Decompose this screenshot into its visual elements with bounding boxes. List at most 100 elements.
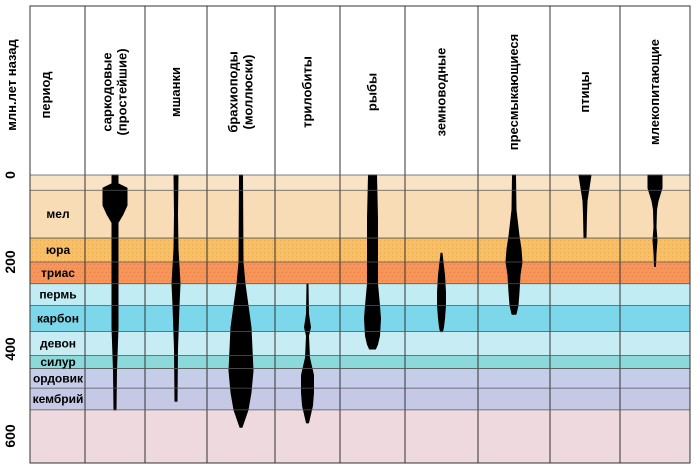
band-texture-dot bbox=[322, 264, 323, 265]
band-texture-dot bbox=[76, 256, 77, 258]
band-texture-dot bbox=[196, 240, 197, 242]
band-texture-dot bbox=[592, 256, 593, 258]
band-texture-dot bbox=[664, 268, 665, 269]
band-texture-dot bbox=[644, 276, 645, 277]
band-texture-dot bbox=[198, 280, 199, 281]
band-texture-dot bbox=[272, 260, 273, 262]
band-texture-dot bbox=[150, 280, 151, 281]
period-header: период bbox=[38, 71, 53, 119]
band-texture-dot bbox=[232, 256, 233, 258]
header-background bbox=[30, 6, 690, 175]
band-texture-dot bbox=[220, 256, 221, 258]
band-texture-dot bbox=[596, 256, 597, 258]
band-texture-dot bbox=[624, 268, 625, 269]
band-texture-dot bbox=[184, 268, 185, 269]
band-texture-dot bbox=[314, 280, 315, 281]
column-header: птицы bbox=[577, 71, 592, 112]
band-texture-dot bbox=[596, 268, 597, 269]
band-texture-dot bbox=[492, 256, 493, 258]
band-texture-dot bbox=[244, 248, 245, 250]
band-texture-dot bbox=[236, 244, 237, 246]
band-texture-dot bbox=[618, 264, 619, 265]
band-texture-dot bbox=[624, 240, 625, 242]
band-texture-dot bbox=[208, 268, 209, 269]
band-texture-dot bbox=[400, 268, 401, 269]
band-texture-dot bbox=[336, 276, 337, 277]
band-texture-dot bbox=[280, 248, 281, 250]
band-texture-dot bbox=[180, 276, 181, 277]
band-texture-dot bbox=[48, 260, 49, 262]
band-texture-dot bbox=[360, 260, 361, 262]
band-texture-dot bbox=[490, 264, 491, 265]
band-texture-dot bbox=[310, 272, 311, 273]
band-texture-dot bbox=[666, 280, 667, 281]
band-texture-dot bbox=[124, 268, 125, 269]
band-texture-dot bbox=[156, 260, 157, 262]
band-texture-dot bbox=[130, 280, 131, 281]
band-texture-dot bbox=[52, 252, 53, 254]
band-texture-dot bbox=[302, 280, 303, 281]
band-texture-dot bbox=[186, 280, 187, 281]
band-texture-dot bbox=[252, 268, 253, 269]
band-texture-dot bbox=[288, 240, 289, 242]
band-texture-dot bbox=[312, 256, 313, 258]
band-texture-dot bbox=[32, 240, 33, 242]
band-texture-dot bbox=[158, 280, 159, 281]
band-texture-dot bbox=[502, 264, 503, 265]
band-texture-dot bbox=[44, 244, 45, 246]
band-texture-dot bbox=[632, 240, 633, 242]
band-texture-dot bbox=[426, 272, 427, 273]
band-texture-dot bbox=[608, 256, 609, 258]
band-texture-dot bbox=[308, 240, 309, 242]
band-texture-dot bbox=[96, 248, 97, 250]
band-texture-dot bbox=[284, 256, 285, 258]
band-texture-dot bbox=[428, 248, 429, 250]
band-texture-dot bbox=[678, 280, 679, 281]
band-texture-dot bbox=[564, 240, 565, 242]
band-texture-dot bbox=[560, 244, 561, 246]
band-texture-dot bbox=[388, 268, 389, 269]
band-texture-dot bbox=[424, 260, 425, 262]
band-texture-dot bbox=[420, 240, 421, 242]
band-texture-dot bbox=[262, 272, 263, 273]
band-texture-dot bbox=[378, 272, 379, 273]
band-texture-dot bbox=[636, 256, 637, 258]
band-texture-dot bbox=[360, 248, 361, 250]
band-texture-dot bbox=[186, 272, 187, 273]
band-texture-dot bbox=[680, 244, 681, 246]
band-texture-dot bbox=[188, 244, 189, 246]
band-texture-dot bbox=[496, 256, 497, 258]
band-texture-dot bbox=[468, 252, 469, 254]
band-texture-dot bbox=[686, 272, 687, 273]
band-texture-dot bbox=[460, 276, 461, 277]
band-texture-dot bbox=[52, 256, 53, 258]
band-texture-dot bbox=[56, 276, 57, 277]
band-texture-dot bbox=[364, 248, 365, 250]
band-texture-dot bbox=[104, 260, 105, 262]
band-texture-dot bbox=[154, 280, 155, 281]
band-texture-dot bbox=[378, 280, 379, 281]
band-texture-dot bbox=[336, 244, 337, 246]
band-texture-dot bbox=[276, 276, 277, 277]
band-texture-dot bbox=[562, 272, 563, 273]
band-texture-dot bbox=[90, 264, 91, 265]
band-texture-dot bbox=[158, 272, 159, 273]
band-texture-dot bbox=[324, 256, 325, 258]
band-texture-dot bbox=[310, 264, 311, 265]
band-texture-dot bbox=[436, 260, 437, 262]
band-texture-dot bbox=[278, 280, 279, 281]
band-texture-dot bbox=[612, 260, 613, 262]
band-texture-dot bbox=[422, 264, 423, 265]
band-texture-dot bbox=[428, 276, 429, 277]
band-texture-dot bbox=[540, 260, 541, 262]
band-texture-dot bbox=[38, 272, 39, 273]
band-texture-dot bbox=[390, 280, 391, 281]
band-texture-dot bbox=[80, 252, 81, 254]
band-texture-dot bbox=[48, 248, 49, 250]
band-texture-dot bbox=[400, 240, 401, 242]
band-texture-dot bbox=[634, 264, 635, 265]
band-texture-dot bbox=[136, 276, 137, 277]
band-texture-dot bbox=[468, 260, 469, 262]
band-texture-dot bbox=[48, 244, 49, 246]
band-texture-dot bbox=[366, 264, 367, 265]
